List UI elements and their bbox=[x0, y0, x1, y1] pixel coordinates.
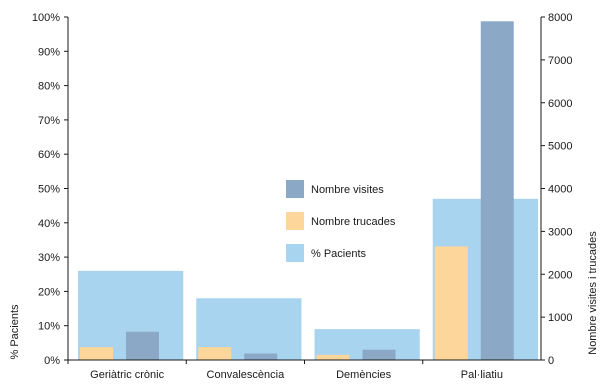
y-left-tick-label: 30% bbox=[38, 252, 60, 264]
bar-nombre-trucades-geriatric-cronic bbox=[80, 347, 113, 360]
y-left-tick-label: 0% bbox=[44, 355, 60, 367]
legend-label-pacients: % Pacients bbox=[311, 248, 367, 260]
y-left-tick-label: 80% bbox=[38, 81, 60, 93]
y-right-tick-label: 1000 bbox=[548, 312, 572, 324]
bar-nombre-visites-pal-liatiu bbox=[480, 21, 514, 360]
y-right-tick-label: 7000 bbox=[548, 55, 572, 67]
legend: Nombre visites Nombre trucades % Pacients bbox=[286, 180, 396, 262]
bar-nombre-trucades-demencies bbox=[316, 354, 350, 360]
y-right-tick-label: 3000 bbox=[548, 226, 572, 238]
x-tick-label-geriatric-cronic: Geriàtric crònic bbox=[90, 369, 164, 381]
y-left-tick-label: 20% bbox=[38, 286, 60, 298]
y-left-tick-label: 60% bbox=[38, 149, 60, 161]
bar-nombre-visites-convalescencia bbox=[244, 353, 278, 360]
bars-layer bbox=[78, 21, 538, 360]
legend-label-nombre-visites: Nombre visites bbox=[311, 184, 384, 196]
x-tick-label-pal-liatiu: Pal·liatiu bbox=[461, 369, 503, 381]
y-left-tick-label: 90% bbox=[38, 46, 60, 58]
bar-nombre-trucades-convalescencia bbox=[198, 347, 232, 360]
bar-nombre-visites-geriatric-cronic bbox=[126, 331, 159, 360]
y-axis-left-title: % Pacients bbox=[9, 304, 21, 360]
bar-nombre-visites-demencies bbox=[362, 349, 396, 360]
legend-swatch-pacients bbox=[286, 244, 304, 262]
x-tick-label-convalescencia: Convalescència bbox=[207, 369, 286, 381]
y-left-tick-label: 40% bbox=[38, 218, 60, 230]
y-right-tick-label: 0 bbox=[548, 355, 554, 367]
y-right-tick-label: 5000 bbox=[548, 141, 572, 153]
y-right-tick-label: 8000 bbox=[548, 12, 572, 24]
y-right-tick-label: 4000 bbox=[548, 184, 572, 196]
y-axis-right-title: Nombre visites i trucades bbox=[587, 231, 599, 355]
y-right-tick-label: 6000 bbox=[548, 98, 572, 110]
legend-label-nombre-trucades: Nombre trucades bbox=[311, 216, 396, 228]
y-left-tick-label: 10% bbox=[38, 321, 60, 333]
y-left-tick-label: 50% bbox=[38, 184, 60, 196]
bar-nombre-trucades-pal-liatiu bbox=[434, 246, 468, 360]
y-right-tick-label: 2000 bbox=[548, 269, 572, 281]
axes-layer: Geriàtric crònic Convalescència Demències P… bbox=[32, 12, 573, 381]
x-tick-label-demencies: Demències bbox=[336, 369, 392, 381]
legend-swatch-nombre-visites bbox=[286, 180, 304, 198]
y-left-tick-label: 70% bbox=[38, 115, 60, 127]
legend-swatch-nombre-trucades bbox=[286, 212, 304, 230]
y-left-tick-label: 100% bbox=[32, 12, 60, 24]
